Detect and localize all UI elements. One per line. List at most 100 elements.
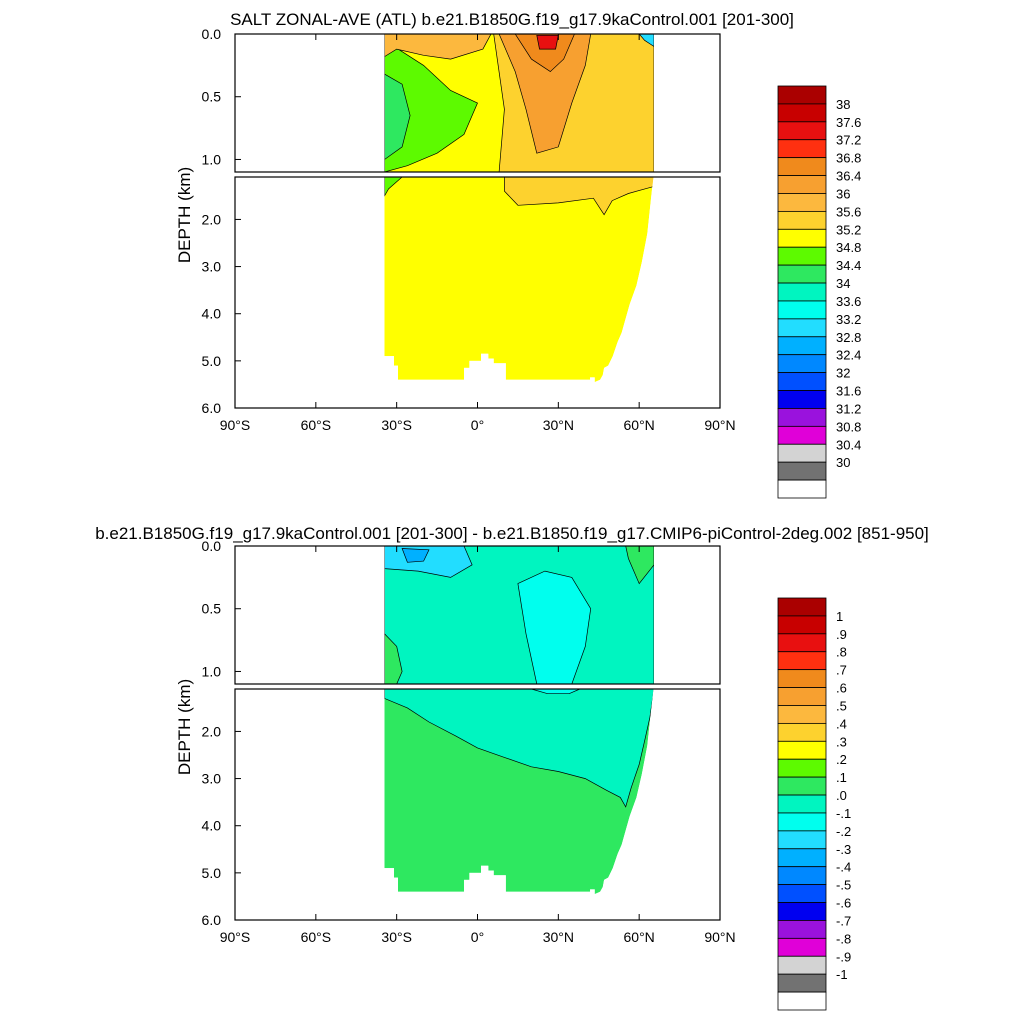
colorbar-label: -.6	[836, 896, 851, 911]
colorbar-label: 1	[836, 609, 843, 624]
y-tick-label: 0.0	[202, 538, 222, 554]
colorbar-swatch	[777, 193, 827, 212]
colorbar-label: .6	[836, 681, 847, 696]
colorbar-label: -.5	[836, 878, 851, 893]
colorbar-swatch	[777, 228, 827, 248]
chart-title-top: SALT ZONAL-AVE (ATL) b.e21.B1850G.f19_g1…	[230, 10, 794, 29]
colorbar-swatch	[777, 812, 827, 832]
x-tick-label: 60°N	[624, 929, 655, 945]
colorbar-label: 30.8	[836, 419, 861, 434]
contour-fill-group	[384, 34, 654, 383]
colorbar-swatch	[777, 937, 827, 957]
colorbar-swatch	[777, 615, 827, 635]
colorbar-label: 30	[836, 455, 850, 470]
colorbar-label: -.1	[836, 806, 851, 821]
contour-region-subtropical-max	[536, 34, 559, 50]
colorbar-label: 32.4	[836, 348, 861, 363]
colorbar-label: 35.6	[836, 204, 861, 219]
colorbar-label: 36	[836, 186, 850, 201]
colorbar-label: 36.8	[836, 151, 861, 166]
colorbar-swatch	[777, 597, 827, 617]
x-tick-label: 90°N	[704, 929, 735, 945]
colorbar-swatch	[777, 705, 827, 724]
colorbar-label: 36.4	[836, 169, 861, 184]
colorbar-swatch	[777, 461, 827, 481]
y-tick-label: 4.0	[202, 818, 222, 834]
colorbar-swatch	[777, 139, 827, 159]
contour-region-north-atlantic-upper	[504, 176, 654, 216]
colorbar-label: -.3	[836, 842, 851, 857]
colorbar-label: 37.6	[836, 115, 861, 130]
contour-region-north-fresh	[517, 570, 592, 685]
colorbar-label: 32	[836, 366, 850, 381]
contour-region-north-surface-positive	[625, 546, 654, 585]
colorbar-swatch	[777, 866, 827, 886]
salt-zonal-average-chart: 90°S 60°S 30°S 0° 30°N 60°N 90°N 0.0 0.5 1.0 2.0 3.…	[175, 26, 861, 499]
contour-region-south-surface-core	[401, 548, 430, 563]
colorbar-swatch	[777, 210, 827, 230]
colorbar-label: .5	[836, 698, 847, 713]
colorbar-swatch	[777, 794, 827, 814]
y-tick-label: 0.0	[202, 26, 222, 42]
colorbar-label: 32.8	[836, 330, 861, 345]
panel-gap	[233, 172, 722, 177]
x-tick-label: 90°S	[220, 929, 251, 945]
contour-region-subtropical-core	[514, 34, 576, 73]
colorbar-swatch	[777, 776, 827, 796]
colorbar-swatch	[777, 740, 827, 760]
colorbar-swatch	[777, 902, 827, 921]
contour-region-labrador-fresh	[638, 34, 654, 48]
colorbar-swatch	[777, 246, 827, 266]
y-tick-label: 1.0	[202, 151, 222, 167]
chart-title-bottom: b.e21.B1850G.f19_g17.9kaControl.001 [201…	[95, 524, 929, 543]
y-tick-label: 5.0	[202, 353, 222, 369]
y-tick-label: 6.0	[202, 400, 222, 416]
colorbar-swatch	[777, 651, 827, 671]
colorbar-swatch	[777, 973, 827, 993]
colorbar-label: -.4	[836, 860, 851, 875]
x-tick-label: 90°S	[220, 417, 251, 433]
y-tick-label: 4.0	[202, 306, 222, 322]
colorbar-swatch	[777, 687, 827, 706]
contour-region-south-intermediate	[384, 39, 478, 173]
colorbar-label: 30.4	[836, 437, 861, 452]
x-tick-label: 30°N	[543, 417, 574, 433]
x-tick-label: 60°S	[301, 417, 332, 433]
x-tick-label: 30°N	[543, 929, 574, 945]
colorbar-label: 33.6	[836, 294, 861, 309]
colorbar-label: -1	[836, 967, 848, 982]
colorbar-label: .1	[836, 770, 847, 785]
colorbar-label: 34.8	[836, 240, 861, 255]
colorbar-swatch	[777, 354, 827, 374]
x-tick-label: 0°	[471, 929, 484, 945]
contour-region-surface-salty	[384, 34, 492, 60]
colorbar-label: 35.2	[836, 222, 861, 237]
colorbar-label: 31.6	[836, 384, 861, 399]
colorbar-swatch	[777, 425, 827, 445]
colorbar-swatch	[777, 390, 827, 409]
y-tick-label: 2.0	[202, 211, 222, 227]
contour-fill-group	[384, 546, 654, 895]
colorbar-label: 33.2	[836, 312, 861, 327]
y-tick-label: 3.0	[202, 771, 222, 787]
x-tick-label: 30°S	[381, 417, 412, 433]
colorbar-label: .3	[836, 734, 847, 749]
x-tick-label: 90°N	[704, 417, 735, 433]
colorbar-swatch	[777, 175, 827, 194]
salt-difference-chart: 90°S 60°S 30°S 0° 30°N 60°N 90°N0.00.51.02.03.…	[175, 538, 851, 1011]
y-tick-label: 1.0	[202, 663, 222, 679]
colorbar-swatch	[777, 955, 827, 975]
colorbar-swatch	[777, 884, 827, 903]
colorbar-swatch	[777, 848, 827, 868]
colorbar-label: -.9	[836, 949, 851, 964]
contour-region-deep-positive	[384, 632, 403, 685]
y-axis-label: DEPTH (km)	[175, 679, 194, 775]
x-tick-label: 60°S	[301, 929, 332, 945]
contour-region-upper-anomaly	[384, 688, 654, 808]
colorbar-swatch	[777, 633, 827, 653]
colorbar-swatch	[777, 991, 827, 1011]
colorbar-swatch	[777, 479, 827, 499]
colorbar-label: .2	[836, 752, 847, 767]
colorbar-label: -.7	[836, 913, 851, 928]
panel-gap	[233, 684, 722, 689]
